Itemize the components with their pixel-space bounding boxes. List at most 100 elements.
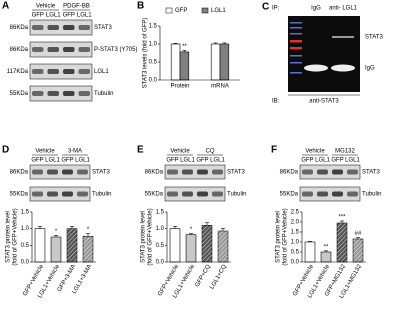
blot	[29, 63, 93, 80]
row-label: LGL1	[94, 69, 109, 75]
x-tick-label: mRNA	[211, 84, 229, 90]
group-label: Vehicle	[35, 149, 55, 155]
ip-lane: anti- LGL1	[329, 6, 358, 12]
size-label: 86KDa	[10, 25, 29, 31]
annotation: *	[55, 229, 58, 235]
band	[32, 69, 44, 74]
y-axis-label: (fold of GFP+Vehicle)	[148, 208, 154, 265]
annotation: *	[190, 227, 193, 233]
ib-label: anti-STAT3	[309, 99, 339, 105]
band	[332, 191, 343, 197]
ladder	[290, 22, 302, 74]
y-axis-label: STAT3 protein level	[6, 211, 12, 263]
y-tick-label: 0.5	[21, 243, 30, 249]
y-axis-label: (fold of GFP+Vehicle)	[13, 208, 19, 265]
y-tick-label: 1.0	[21, 226, 30, 232]
lane-label: GFP	[63, 13, 75, 19]
row-label: STAT3	[227, 170, 245, 176]
band	[212, 169, 223, 175]
y-axis-label: STAT3 protein level	[141, 211, 147, 263]
y-tick-label: 2.5	[291, 210, 300, 216]
band	[63, 69, 75, 74]
y-tick-label: 0.5	[149, 60, 158, 66]
band	[167, 169, 178, 175]
blot	[299, 164, 361, 180]
row-label: Tubulin	[92, 192, 111, 198]
blot	[29, 186, 91, 202]
lane-label: GFP	[331, 158, 343, 164]
band	[32, 25, 44, 30]
y-tick-label: 0.0	[149, 78, 158, 84]
band	[302, 191, 313, 197]
group-label: Vehicle	[170, 149, 190, 155]
group-label: Vehicle	[305, 149, 325, 155]
y-tick-label: 1.0	[291, 240, 300, 246]
bar	[320, 251, 332, 263]
bar	[34, 228, 46, 263]
band	[47, 191, 58, 197]
lane-label: LGL1	[75, 158, 90, 164]
band	[63, 91, 75, 96]
band	[78, 69, 90, 74]
band	[47, 169, 58, 175]
band	[63, 25, 75, 30]
ib-prefix: IB:	[272, 99, 280, 105]
band	[317, 191, 328, 197]
y-tick-label: 1.5	[149, 24, 158, 30]
panel-label: D	[2, 145, 9, 156]
band	[78, 47, 90, 52]
bar	[169, 228, 181, 263]
legend-label: GFP	[175, 8, 187, 14]
bar	[304, 241, 316, 263]
band	[182, 169, 193, 175]
size-label: 86KDa	[10, 47, 29, 53]
band	[47, 69, 59, 74]
y-tick-label: 0.0	[156, 260, 165, 266]
size-label: 86KDa	[10, 170, 29, 176]
gel	[288, 16, 360, 92]
row-label: Tubulin	[94, 91, 113, 97]
panel-label: C	[262, 2, 269, 13]
lane-label: LGL1	[180, 158, 195, 164]
y-axis-label: STAT3 protein level	[276, 211, 282, 263]
bar	[170, 43, 181, 81]
band	[62, 169, 73, 175]
band	[197, 191, 208, 197]
band	[317, 169, 328, 175]
y-axis-label: (fold of GFP+Vehicle)	[283, 208, 289, 265]
y-axis-label: STAT3 levels (fold of GFP)	[143, 18, 149, 89]
band	[47, 25, 59, 30]
lane-label: LGL1	[46, 13, 61, 19]
band	[63, 47, 75, 52]
band	[77, 169, 88, 175]
band	[212, 191, 223, 197]
band	[347, 169, 358, 175]
row-label: STAT3	[94, 25, 112, 31]
band	[332, 36, 354, 38]
blot	[29, 41, 93, 58]
size-label: 117KDa	[7, 69, 29, 75]
lane-label: LGL1	[77, 13, 92, 19]
lane-label: GFP	[166, 158, 178, 164]
y-tick-label: 1.0	[149, 42, 158, 48]
bar-hatch	[353, 239, 363, 262]
y-tick-label: 1.5	[291, 230, 300, 236]
lane-label: LGL1	[315, 158, 330, 164]
panel-label: E	[137, 145, 144, 156]
band	[304, 64, 328, 72]
lane-label: LGL1	[45, 158, 60, 164]
x-tick-label: Protein	[170, 84, 189, 90]
band	[347, 191, 358, 197]
band	[78, 91, 90, 96]
panel-label: B	[137, 1, 144, 12]
band	[47, 47, 59, 52]
legend-label: LGL1	[211, 8, 226, 14]
annotation: **	[324, 244, 329, 250]
panel-label: F	[271, 145, 277, 156]
group-label: PDGF-BB	[63, 4, 90, 10]
row-label: STAT3	[92, 170, 110, 176]
row-label: P-STAT3 (Y705)	[94, 47, 137, 53]
ip-lane: IgG	[311, 6, 321, 12]
size-label: 86KDa	[280, 170, 299, 176]
